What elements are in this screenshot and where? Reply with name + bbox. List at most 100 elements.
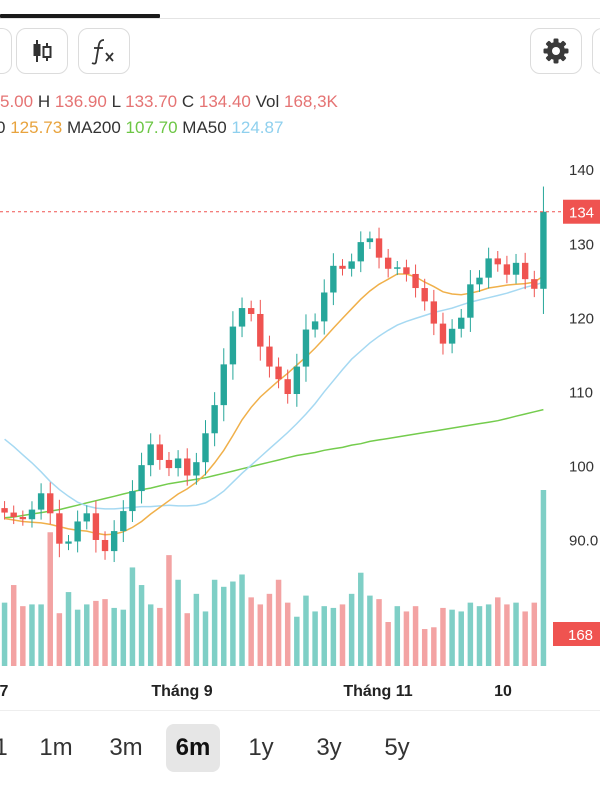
close-label: C	[181, 92, 195, 111]
x-axis-label: Tháng 11	[343, 683, 412, 700]
y-axis-label: 90.0	[569, 533, 598, 550]
candle-body	[156, 444, 164, 460]
candle-body	[10, 512, 17, 518]
volume-bar	[303, 595, 309, 666]
candle-body	[357, 242, 364, 262]
candle-body	[467, 284, 474, 318]
candle-body	[37, 493, 45, 510]
volume-bar	[230, 581, 236, 666]
gear-icon	[543, 38, 569, 64]
ma20-value: 125.73	[10, 118, 63, 137]
volume-value: 168,3K	[284, 92, 338, 111]
volume-bar	[147, 604, 154, 666]
candle-body	[120, 511, 127, 532]
candle-body	[28, 509, 36, 520]
candle-body	[247, 308, 255, 314]
candle-body	[174, 458, 182, 469]
ma200-value: 107.70	[125, 118, 178, 137]
volume-bar	[531, 602, 538, 666]
candle-body	[448, 328, 456, 344]
volume-bar	[376, 599, 382, 666]
candle-body	[531, 279, 538, 289]
candle-body	[540, 211, 547, 289]
volume-bar	[504, 604, 510, 666]
low-label: L	[111, 92, 121, 111]
candle-body	[238, 308, 246, 327]
high-value: 136.90	[54, 92, 107, 111]
candle-body	[83, 513, 90, 522]
range-button-3y[interactable]: 3y	[316, 734, 342, 761]
settings-button[interactable]	[530, 28, 582, 74]
volume-bar	[275, 579, 282, 666]
candle-body	[129, 491, 136, 512]
candle-body	[321, 292, 328, 322]
candle-body	[293, 366, 301, 395]
volume-bar	[348, 593, 355, 666]
low-value: 133.70	[125, 92, 178, 111]
range-button-3m[interactable]: 3m	[109, 734, 143, 761]
volume-bar	[93, 600, 99, 666]
candle-body	[403, 267, 410, 274]
candlestick-button[interactable]	[16, 28, 68, 74]
volume-bar	[120, 609, 127, 666]
volume-bar	[431, 627, 437, 666]
candle-body	[521, 262, 529, 280]
candle-body	[165, 459, 173, 469]
active-tab-indicator	[0, 14, 160, 18]
candle-body	[184, 458, 191, 476]
range-button-6m[interactable]: 6m	[166, 724, 220, 772]
volume-bar	[221, 586, 227, 666]
candle-body	[257, 313, 264, 347]
volume-bar	[284, 602, 291, 666]
candle-body	[147, 444, 154, 466]
candle-body	[366, 238, 374, 243]
candle-body	[74, 521, 81, 542]
candle-body	[202, 433, 209, 463]
function-icon	[89, 37, 119, 65]
volume-bar	[248, 597, 254, 666]
ma-readout: 0 125.73 MA200 107.70 MA50 124.87	[0, 118, 284, 137]
volume-bar	[102, 599, 108, 666]
ma50-line	[4, 281, 544, 510]
volume-bar	[403, 611, 410, 666]
range-selector: 1 1m 3m 6m 1y 3y 5y	[0, 724, 600, 774]
volume-bar	[239, 574, 245, 666]
candle-body	[65, 541, 72, 544]
last-price-label: 134	[569, 205, 594, 222]
top-bar	[0, 0, 600, 20]
volume-bar	[339, 604, 346, 666]
volume-bar	[266, 593, 273, 666]
price-chart[interactable]: 140 130 120 110 100 90.0 134 168 7 Tháng 9 Tháng 1…	[0, 0, 600, 710]
volume-bar	[202, 611, 209, 666]
candle-body	[485, 258, 492, 278]
ma50-label: MA50	[182, 118, 227, 137]
range-button-1m[interactable]: 1m	[39, 734, 73, 761]
candle-body	[458, 317, 465, 329]
candle-body	[220, 364, 227, 406]
volume-bar	[522, 611, 528, 666]
candle-body	[494, 258, 501, 265]
volume-bar	[312, 611, 318, 666]
volume-bar	[412, 606, 419, 666]
volume-tag-label: 168	[568, 627, 593, 644]
candle-body	[266, 346, 273, 367]
candle-body	[193, 462, 200, 476]
volume-bar	[485, 604, 492, 666]
candle-body	[302, 329, 310, 367]
y-axis-label: 100	[569, 459, 594, 476]
range-button-5y[interactable]: 5y	[384, 734, 410, 761]
ma20-line	[4, 273, 544, 536]
range-button-1[interactable]: 1	[0, 734, 8, 761]
indicators-button[interactable]	[78, 28, 130, 74]
volume-bar	[385, 622, 391, 666]
candle-body	[92, 513, 100, 540]
range-button-1y[interactable]: 1y	[248, 734, 274, 761]
candle-body	[311, 321, 319, 330]
volume-bar	[166, 555, 172, 666]
last-price-tag	[563, 199, 600, 224]
candle-body	[101, 539, 109, 552]
candle-body	[476, 277, 483, 285]
candle-body	[110, 531, 118, 552]
volume-bar	[129, 567, 136, 666]
ma50-value: 124.87	[231, 118, 284, 137]
